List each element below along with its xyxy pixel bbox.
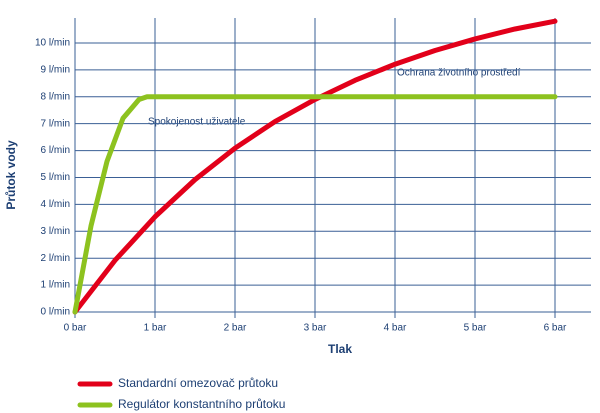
x-tick-label: 1 bar <box>144 323 167 334</box>
annotation: Ochrana životního prostředí <box>397 68 521 79</box>
x-tick-label: 3 bar <box>304 323 327 334</box>
y-tick-label: 6 l/min <box>41 145 70 156</box>
line-series <box>72 94 558 315</box>
line-series <box>72 18 558 315</box>
y-tick-label: 7 l/min <box>41 118 70 129</box>
x-tick-label: 6 bar <box>544 323 567 334</box>
y-tick-label: 9 l/min <box>41 65 70 76</box>
legend-label: Standardní omezovač průtoku <box>118 376 278 390</box>
y-tick-label: 3 l/min <box>41 226 70 237</box>
x-tick-label: 5 bar <box>464 323 487 334</box>
y-tick-label: 4 l/min <box>41 199 70 210</box>
x-tick-label: 0 bar <box>64 323 87 334</box>
y-tick-label: 5 l/min <box>41 172 70 183</box>
x-tick-label: 2 bar <box>224 323 247 334</box>
y-tick-label: 1 l/min <box>41 280 70 291</box>
x-axis-label: Tlak <box>328 342 352 356</box>
y-tick-label: 2 l/min <box>41 253 70 264</box>
y-axis-label: Průtok vody <box>4 140 18 210</box>
legend-label: Regulátor konstantního průtoku <box>118 397 285 411</box>
y-tick-label: 10 l/min <box>35 38 70 49</box>
y-tick-label: 0 l/min <box>41 307 70 318</box>
x-tick-label: 4 bar <box>384 323 407 334</box>
annotation: Spokojenost uživatele <box>148 117 246 128</box>
y-tick-label: 8 l/min <box>41 91 70 102</box>
